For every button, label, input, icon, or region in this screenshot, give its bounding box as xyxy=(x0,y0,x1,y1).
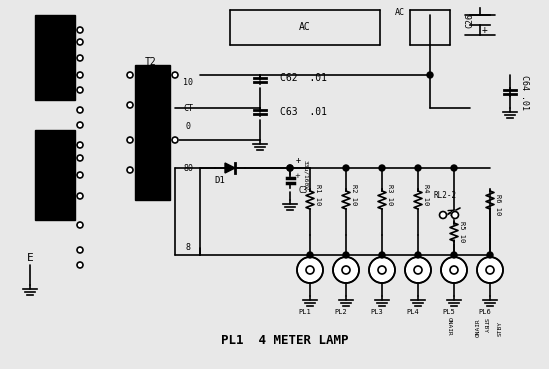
Text: PL6: PL6 xyxy=(479,309,491,315)
Circle shape xyxy=(297,257,323,283)
Circle shape xyxy=(77,193,83,199)
Circle shape xyxy=(172,72,178,78)
Text: R6 10: R6 10 xyxy=(495,194,501,215)
Circle shape xyxy=(369,257,395,283)
Circle shape xyxy=(77,55,83,61)
Circle shape xyxy=(333,257,359,283)
Circle shape xyxy=(487,252,493,258)
Text: R5 10: R5 10 xyxy=(459,221,465,243)
Text: 100: 100 xyxy=(46,158,64,168)
Circle shape xyxy=(127,72,133,78)
Text: PL2: PL2 xyxy=(335,309,348,315)
Text: D1: D1 xyxy=(215,176,226,184)
Text: AC: AC xyxy=(395,7,405,17)
Circle shape xyxy=(379,165,385,171)
Circle shape xyxy=(77,262,83,268)
Text: PL4: PL4 xyxy=(407,309,419,315)
Circle shape xyxy=(287,165,293,171)
Text: AC: AC xyxy=(299,22,311,32)
Circle shape xyxy=(127,102,133,108)
Polygon shape xyxy=(225,163,235,173)
Text: 33µ/160V: 33µ/160V xyxy=(303,160,308,190)
Circle shape xyxy=(343,252,349,258)
Circle shape xyxy=(77,247,83,253)
Text: E: E xyxy=(26,253,33,263)
Circle shape xyxy=(77,142,83,148)
Circle shape xyxy=(127,167,133,173)
Circle shape xyxy=(451,165,457,171)
Circle shape xyxy=(451,211,458,218)
Circle shape xyxy=(343,165,349,171)
Text: RL2-2: RL2-2 xyxy=(434,190,457,200)
Circle shape xyxy=(440,211,446,218)
Text: 20: 20 xyxy=(49,143,61,153)
Text: ONAIR: ONAIR xyxy=(475,318,480,337)
Text: C26: C26 xyxy=(466,13,474,28)
Text: 100: 100 xyxy=(46,45,64,55)
Circle shape xyxy=(77,87,83,93)
Text: T2: T2 xyxy=(145,57,157,67)
Text: 8: 8 xyxy=(186,244,191,252)
Text: PL5: PL5 xyxy=(442,309,455,315)
Text: STBY: STBY xyxy=(497,321,502,335)
Text: R3 10: R3 10 xyxy=(387,184,393,206)
Circle shape xyxy=(415,165,421,171)
Circle shape xyxy=(287,165,293,171)
Circle shape xyxy=(415,252,421,258)
Circle shape xyxy=(441,257,467,283)
Bar xyxy=(35,130,75,220)
Text: STBY: STBY xyxy=(483,318,488,334)
Circle shape xyxy=(77,122,83,128)
Text: ONAIR: ONAIR xyxy=(446,317,451,335)
Text: 20: 20 xyxy=(49,30,61,40)
Text: C64 .01: C64 .01 xyxy=(520,75,529,110)
Circle shape xyxy=(77,222,83,228)
Text: C63  .01: C63 .01 xyxy=(280,107,327,117)
Text: PL1: PL1 xyxy=(299,309,311,315)
Bar xyxy=(35,15,75,100)
Circle shape xyxy=(77,172,83,178)
Text: 10: 10 xyxy=(183,77,193,86)
Circle shape xyxy=(77,27,83,33)
Circle shape xyxy=(77,72,83,78)
Text: PL1  4 METER LAMP: PL1 4 METER LAMP xyxy=(221,334,349,346)
Text: 80: 80 xyxy=(183,163,193,172)
Text: +: + xyxy=(295,155,300,165)
Circle shape xyxy=(427,72,433,78)
Circle shape xyxy=(77,155,83,161)
Circle shape xyxy=(477,257,503,283)
Circle shape xyxy=(127,137,133,143)
Circle shape xyxy=(77,107,83,113)
Circle shape xyxy=(405,257,431,283)
Circle shape xyxy=(307,252,313,258)
Text: 0: 0 xyxy=(186,121,191,131)
Circle shape xyxy=(77,39,83,45)
Circle shape xyxy=(379,252,385,258)
Text: R1 10: R1 10 xyxy=(315,184,321,206)
Circle shape xyxy=(172,137,178,143)
Text: +: + xyxy=(294,173,300,179)
Text: CT: CT xyxy=(183,103,193,113)
Text: +: + xyxy=(482,25,488,35)
Text: R4 10: R4 10 xyxy=(423,184,429,206)
Text: C62  .01: C62 .01 xyxy=(280,73,327,83)
Text: C3: C3 xyxy=(298,186,307,194)
Circle shape xyxy=(451,252,457,258)
Text: PL3: PL3 xyxy=(371,309,383,315)
Text: R2 10: R2 10 xyxy=(351,184,357,206)
Bar xyxy=(135,65,170,200)
